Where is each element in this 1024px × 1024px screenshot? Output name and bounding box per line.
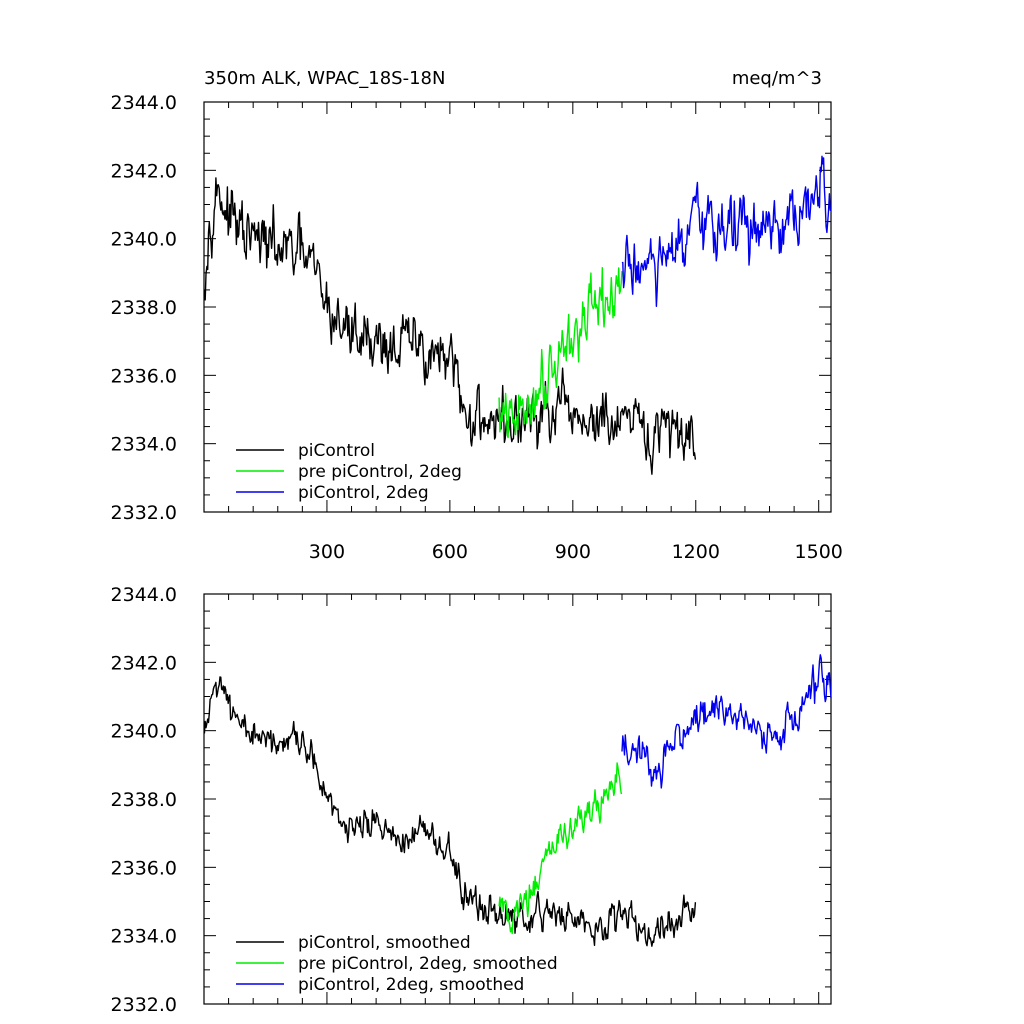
bottom-y-tick-label: 2342.0 xyxy=(111,652,177,674)
top-x-tick-label: 300 xyxy=(309,541,345,563)
bottom-y-tick-label: 2344.0 xyxy=(111,584,177,606)
top-y-tick-label: 2340.0 xyxy=(111,229,177,251)
top-legend-label: piControl, 2deg xyxy=(298,483,429,503)
bottom-y-tick-label: 2340.0 xyxy=(111,721,177,743)
top-y-tick-label: 2332.0 xyxy=(111,502,177,524)
bottom-x-axis xyxy=(228,594,820,1004)
bottom-series-line xyxy=(498,762,623,935)
top-x-tick-label: 1200 xyxy=(672,541,720,563)
top-series-line xyxy=(621,155,832,307)
top-series-layer xyxy=(203,155,832,475)
bottom-y-tick-label: 2334.0 xyxy=(111,926,177,948)
bottom-y-tick-label: 2332.0 xyxy=(111,994,177,1016)
top-series-line xyxy=(203,177,697,475)
bottom-series-line xyxy=(621,654,832,789)
top-x-tick-label: 900 xyxy=(555,541,591,563)
top-y-tick-label: 2336.0 xyxy=(111,365,177,387)
chart-title: 350m ALK, WPAC_18S-18N xyxy=(204,68,445,89)
top-series-line xyxy=(498,267,623,439)
top-y-tick-label: 2342.0 xyxy=(111,160,177,182)
top-y-tick-label: 2334.0 xyxy=(111,434,177,456)
units-label: meq/m^3 xyxy=(732,68,822,89)
bottom-legend-label: piControl, smoothed xyxy=(298,933,471,953)
top-x-tick-label: 1500 xyxy=(795,541,843,563)
bottom-series-line xyxy=(203,676,697,947)
bottom-series-layer xyxy=(203,654,832,947)
top-x-tick-label: 600 xyxy=(432,541,468,563)
top-legend-label: pre piControl, 2deg xyxy=(298,462,462,482)
top-y-tick-label: 2338.0 xyxy=(111,297,177,319)
top-panel: 2332.0 2334.0 2336.0 2338.0 2340.0 2342.0 2344… xyxy=(111,92,843,563)
bottom-panel: 2332.0 2334.0 2336.0 2338.0 2340.0 2342.0 2344… xyxy=(111,584,832,1016)
bottom-y-tick-label: 2336.0 xyxy=(111,857,177,879)
top-y-axis: 2332.0 2334.0 2336.0 2338.0 2340.0 2342.0 2344… xyxy=(111,92,831,524)
bottom-y-axis: 2332.0 2334.0 2336.0 2338.0 2340.0 2342.0 2344… xyxy=(111,584,831,1016)
bottom-legend-label: pre piControl, 2deg, smoothed xyxy=(298,954,558,974)
bottom-y-tick-label: 2338.0 xyxy=(111,789,177,811)
top-y-tick-label: 2344.0 xyxy=(111,92,177,114)
top-legend-label: piControl xyxy=(298,441,375,461)
bottom-legend-label: piControl, 2deg, smoothed xyxy=(298,975,524,995)
top-x-axis: 300 600 900 1200 1500 xyxy=(228,102,843,563)
